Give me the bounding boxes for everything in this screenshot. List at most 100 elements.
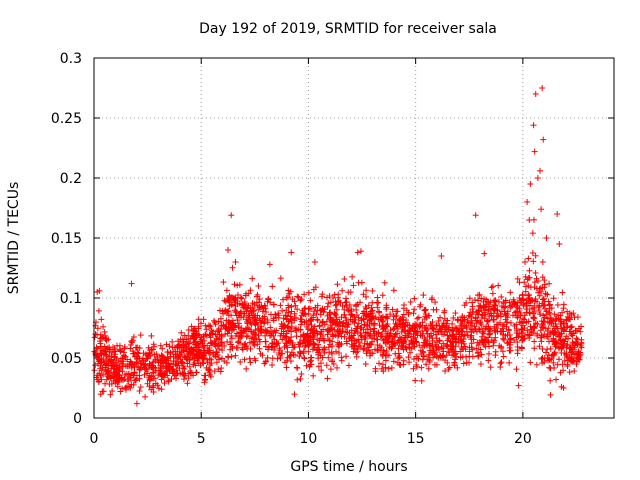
data-point xyxy=(532,91,539,97)
data-point xyxy=(357,332,364,339)
x-tick-label: 15 xyxy=(407,431,425,447)
data-point xyxy=(341,275,348,282)
data-point xyxy=(336,318,343,325)
data-point xyxy=(97,340,104,347)
data-point xyxy=(243,308,250,315)
data-point xyxy=(150,341,157,348)
data-point xyxy=(533,285,540,292)
data-point xyxy=(339,303,346,310)
data-point xyxy=(421,324,428,331)
data-point xyxy=(170,353,177,360)
data-point xyxy=(163,341,170,348)
data-point xyxy=(375,308,382,315)
data-point xyxy=(552,339,559,346)
data-point xyxy=(467,334,474,341)
data-point xyxy=(216,345,223,352)
data-point xyxy=(550,359,557,366)
data-point xyxy=(347,289,354,296)
data-point xyxy=(232,294,239,301)
data-point xyxy=(576,356,583,363)
data-point xyxy=(381,279,388,286)
data-point xyxy=(517,312,524,319)
data-point xyxy=(338,341,345,348)
data-point xyxy=(422,306,429,313)
data-point xyxy=(91,334,98,341)
data-point xyxy=(419,333,426,340)
data-point xyxy=(277,332,284,339)
data-point xyxy=(181,353,188,360)
data-point xyxy=(544,327,551,334)
data-point xyxy=(449,320,456,327)
data-point xyxy=(416,323,423,330)
data-point xyxy=(128,280,135,287)
data-point xyxy=(419,356,426,363)
data-point xyxy=(560,337,567,344)
data-point xyxy=(316,337,323,344)
data-point xyxy=(291,391,298,398)
data-point xyxy=(410,310,417,317)
data-point xyxy=(233,344,240,351)
data-point xyxy=(211,337,218,344)
data-point xyxy=(210,317,217,324)
data-point xyxy=(320,326,327,333)
data-point xyxy=(476,291,483,298)
data-point xyxy=(525,274,532,281)
data-point xyxy=(568,330,575,337)
data-point xyxy=(486,331,493,338)
data-point xyxy=(333,314,340,321)
data-point xyxy=(390,358,397,365)
data-point xyxy=(100,371,107,378)
data-point xyxy=(405,354,412,361)
data-point xyxy=(513,308,520,315)
data-point xyxy=(341,333,348,340)
data-point xyxy=(146,347,153,354)
data-point xyxy=(492,297,499,304)
data-point xyxy=(572,338,579,345)
data-point xyxy=(208,327,215,334)
data-point xyxy=(514,343,521,350)
data-point xyxy=(185,332,192,339)
data-point xyxy=(369,287,376,294)
data-point xyxy=(349,273,356,280)
y-tick-label: 0.15 xyxy=(51,231,82,247)
data-point xyxy=(441,309,448,316)
data-point xyxy=(411,306,418,313)
data-point xyxy=(513,366,520,373)
data-point xyxy=(488,313,495,320)
data-point xyxy=(364,348,371,355)
data-point xyxy=(244,345,251,352)
data-point xyxy=(492,329,499,336)
data-point xyxy=(225,354,232,361)
data-point xyxy=(211,319,218,326)
data-point xyxy=(197,320,204,327)
data-point xyxy=(429,349,436,356)
data-point xyxy=(269,362,276,369)
data-point xyxy=(379,361,386,368)
data-point xyxy=(300,348,307,355)
data-point xyxy=(255,332,262,339)
data-point xyxy=(363,312,370,319)
data-point xyxy=(92,362,99,369)
data-point xyxy=(443,322,450,329)
data-point xyxy=(390,326,397,333)
data-point xyxy=(529,230,536,237)
data-point xyxy=(218,333,225,340)
data-point xyxy=(544,333,551,340)
data-point xyxy=(507,339,514,346)
data-point xyxy=(481,250,488,257)
data-point xyxy=(339,287,346,294)
data-point xyxy=(544,315,551,322)
data-point xyxy=(311,259,318,265)
data-point xyxy=(187,367,194,374)
data-point xyxy=(414,328,421,335)
data-point xyxy=(330,361,337,368)
data-point xyxy=(129,337,136,344)
data-point xyxy=(439,323,446,330)
data-point xyxy=(457,354,464,361)
data-point xyxy=(187,351,194,358)
data-point xyxy=(534,175,541,181)
data-point xyxy=(127,371,134,378)
data-point xyxy=(364,340,371,347)
data-point xyxy=(246,339,253,346)
data-point xyxy=(250,338,257,345)
